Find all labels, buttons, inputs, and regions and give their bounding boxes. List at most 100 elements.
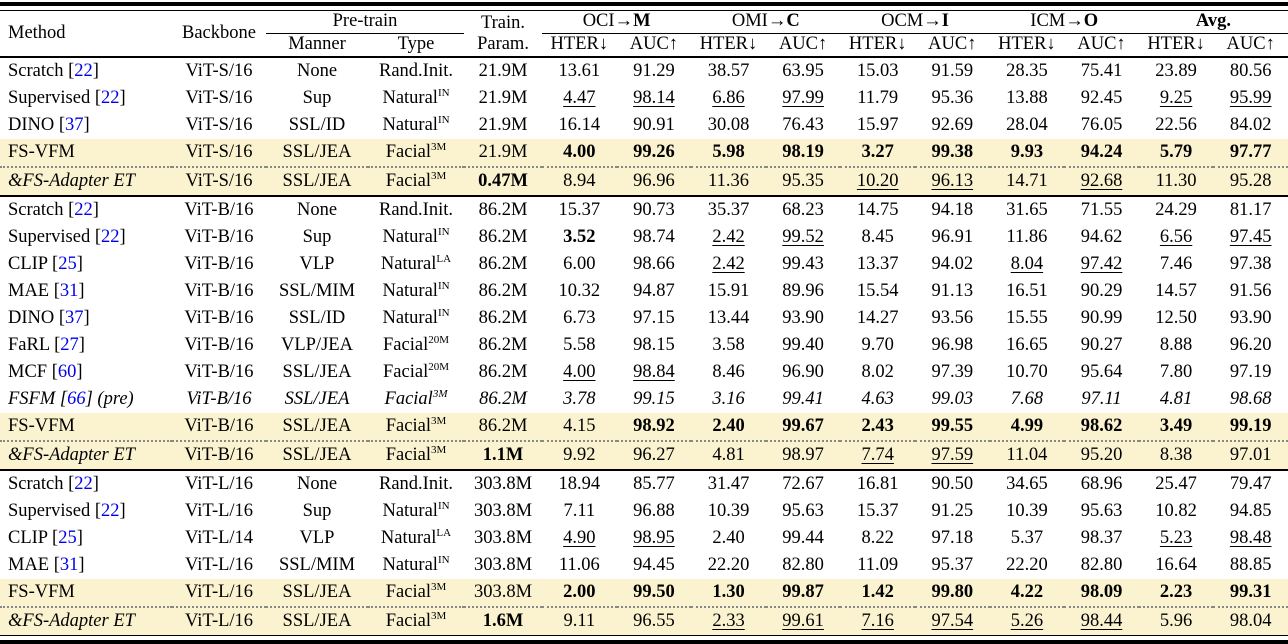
table-row: Scratch [22] ViT-S/16 None Rand.Init. 21.9M 1… (0, 56, 1288, 85)
metric-value: 94.24 (1064, 139, 1139, 167)
method-name: Supervised (8, 226, 91, 247)
metric-value: 3.52 (563, 226, 596, 247)
metric-value: 90.27 (1080, 334, 1123, 355)
citation-link[interactable]: 22 (101, 87, 120, 108)
method-cell: Supervised [22] (8, 226, 126, 247)
citation-link[interactable]: 25 (58, 527, 77, 548)
citation-link[interactable]: 22 (101, 500, 120, 521)
param-cell: 86.2M (478, 226, 528, 247)
method-cell: Scratch [22] (0, 56, 172, 85)
col-group-oci-m: OCI→M (542, 10, 692, 34)
citation-link[interactable]: 66 (67, 388, 86, 409)
metric-value: 8.22 (861, 527, 894, 548)
metric-value: 99.41 (782, 388, 824, 409)
manner-cell: VLP (299, 527, 335, 548)
metric-value: 11.79 (857, 87, 899, 108)
method-cell: CLIP [25] (8, 253, 83, 274)
metric-value: 95.37 (931, 554, 974, 575)
metric-value: 97.19 (1229, 361, 1272, 382)
citation-link[interactable]: 22 (74, 473, 93, 494)
type-cell: Facial20M (368, 332, 464, 359)
pretrain-type: Rand.Init. (379, 473, 453, 494)
metric-value: 99.31 (1213, 579, 1288, 607)
pretrain-type-superscript: IN (437, 499, 450, 512)
col-header-hter: HTER↓ (1147, 34, 1205, 55)
citation-link[interactable]: 60 (57, 361, 77, 382)
protocol-prefix: OCM→ (881, 11, 942, 32)
pretrain-type: Facial (385, 415, 431, 436)
manner-cell: SSL/MIM (278, 554, 356, 575)
type-cell: Rand.Init. (368, 195, 465, 224)
method-name: CLIP (8, 527, 48, 548)
pretrain-type: Facial (385, 581, 431, 602)
table-row: Supervised [22] ViT-L/16 Sup NaturalIN 303.8… (0, 498, 1288, 525)
backbone-cell: ViT-S/16 (185, 87, 253, 108)
method-name: Scratch (8, 60, 64, 81)
method-suffix: (pre) (92, 388, 134, 409)
citation-link[interactable]: 37 (65, 307, 84, 328)
citation-link[interactable]: 22 (101, 226, 120, 247)
manner-cell: SSL/JEA (266, 440, 368, 470)
method-name: &FS-Adapter ET (8, 444, 135, 465)
manner-cell: SSL/ID (288, 307, 346, 328)
citation-link[interactable]: 22 (74, 199, 93, 220)
col-header-auc: AUC↑ (928, 34, 977, 55)
metric-value: 71.55 (1064, 195, 1139, 224)
type-cell: Facial3M (368, 440, 465, 470)
param-cell: 21.9M (464, 56, 543, 85)
metric-value: 75.41 (1064, 56, 1139, 85)
citation-link[interactable]: 31 (59, 280, 79, 301)
param-cell: 86.2M (479, 388, 527, 409)
metric-value: 10.82 (1155, 500, 1197, 521)
header-row-metrics: Manner Type HTER↓ AUC↑ HTER↓ AUC↑ HTER↓ … (0, 34, 1288, 58)
metric-value: 8.38 (1138, 440, 1214, 470)
pretrain-type-superscript: 20M (428, 360, 449, 373)
method-name: FSFM (8, 388, 56, 409)
pretrain-type: Rand.Init. (379, 199, 453, 220)
metric-value: 11.30 (1138, 166, 1214, 196)
metric-value: 24.29 (1138, 195, 1214, 224)
metric-value: 11.86 (1006, 226, 1048, 247)
metric-value: 14.71 (989, 166, 1065, 196)
type-cell: Facial3M (368, 386, 464, 413)
citation-link[interactable]: 22 (74, 60, 93, 81)
pretrain-type-superscript: LA (436, 526, 452, 539)
pretrain-type-superscript: 3M (430, 169, 447, 182)
metric-value: 98.37 (1080, 527, 1123, 548)
metric-value: 7.74 (840, 440, 915, 470)
metric-value: 92.45 (1080, 87, 1123, 108)
metric-value: 15.37 (856, 500, 899, 521)
metric-value: 95.99 (1229, 87, 1272, 108)
citation-link[interactable]: 31 (59, 554, 79, 575)
results-table: Method Backbone Pre-train Train. Param. … (0, 10, 1288, 636)
citation-link[interactable]: 37 (65, 114, 84, 135)
metric-value: 9.70 (861, 334, 894, 355)
manner-cell: None (266, 56, 368, 85)
param-cell: 86.2M (478, 334, 528, 355)
metric-value: 94.45 (633, 554, 675, 575)
backbone-cell: ViT-B/16 (184, 307, 254, 328)
metric-value: 2.42 (712, 253, 745, 274)
metric-value: 88.85 (1229, 554, 1272, 575)
type-cell: Facial3M (368, 579, 465, 607)
backbone-cell: ViT-S/16 (185, 114, 253, 135)
metric-value: 79.47 (1213, 469, 1288, 498)
type-cell: NaturalIN (368, 498, 464, 525)
metric-value: 96.27 (616, 440, 692, 470)
metric-value: 3.49 (1138, 413, 1214, 441)
pretrain-type-superscript: 20M (428, 333, 449, 346)
col-header-hter: HTER↓ (848, 34, 907, 55)
method-cell: Scratch [22] (0, 195, 172, 224)
citation-link[interactable]: 25 (58, 253, 77, 274)
table-row: MCF [60] ViT-B/16 SSL/JEA Facial20M 86.2M 4.0… (0, 359, 1288, 386)
metric-value: 22.20 (707, 554, 750, 575)
col-header-hter: HTER↓ (699, 34, 758, 55)
manner-cell: SSL/JEA (266, 579, 368, 607)
pretrain-type-superscript: 3M (430, 609, 447, 622)
metric-value: 99.40 (782, 334, 824, 355)
train-label: Train. (480, 12, 526, 33)
metric-value: 16.65 (1006, 334, 1048, 355)
metric-value: 13.88 (1006, 87, 1048, 108)
citation-link[interactable]: 27 (60, 334, 79, 355)
